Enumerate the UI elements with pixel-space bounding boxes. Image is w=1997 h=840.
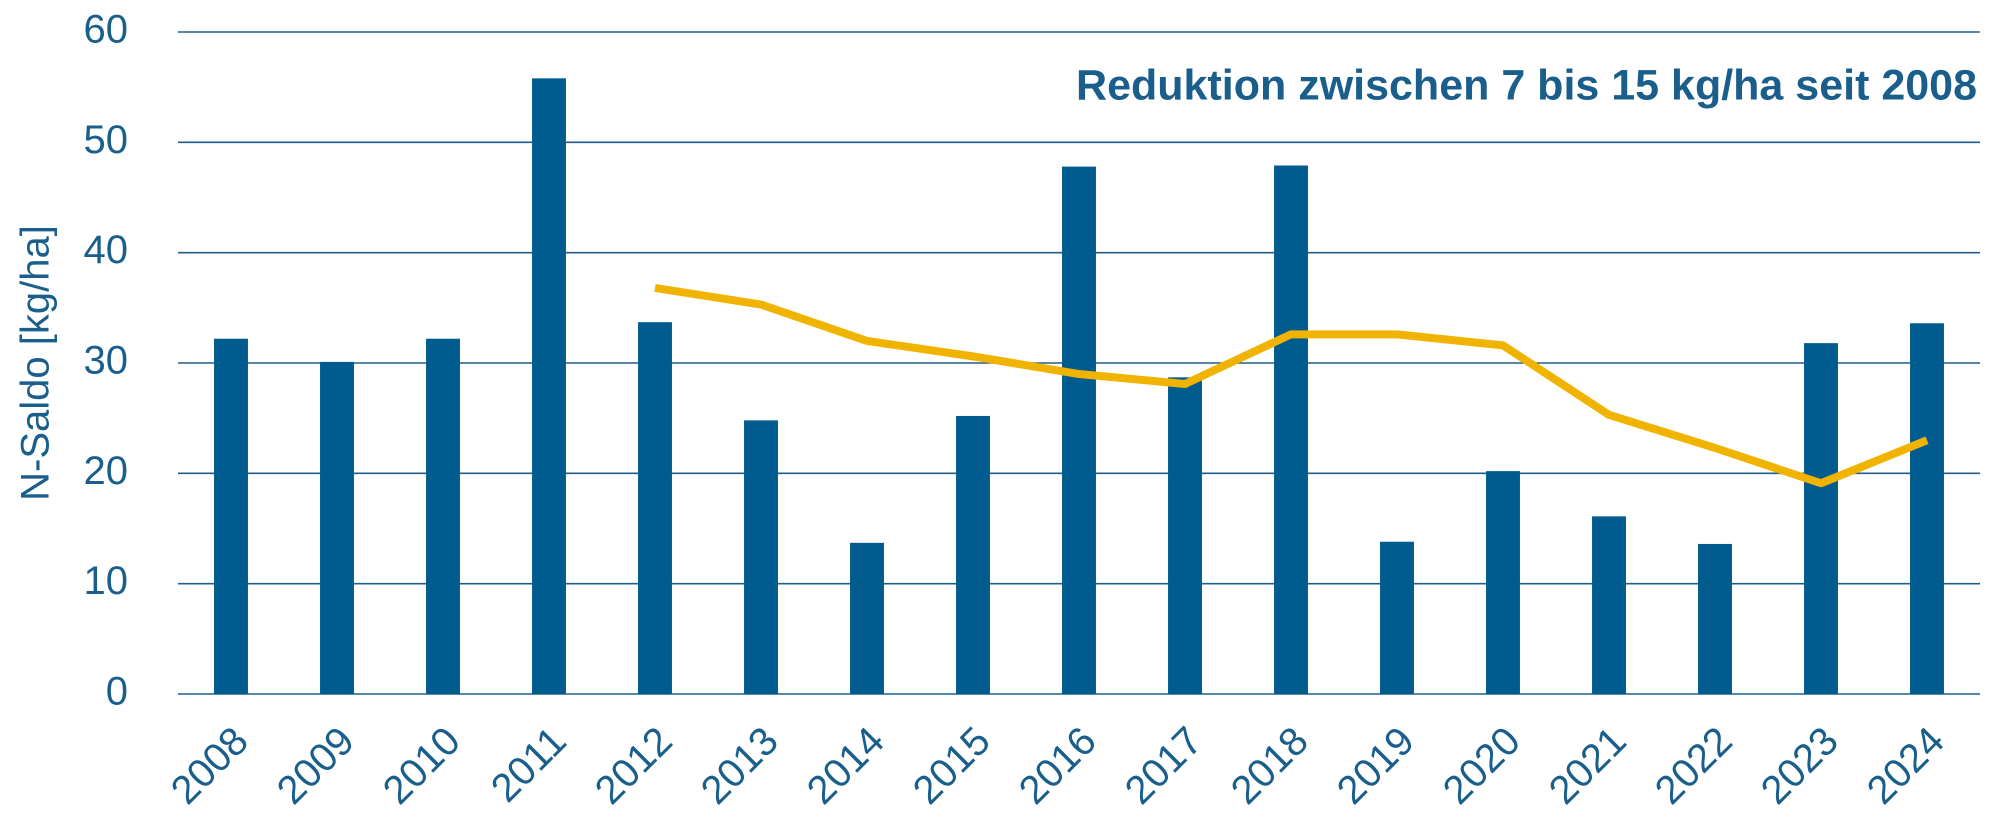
bar (1592, 516, 1626, 694)
x-tick-label: 2022 (1647, 719, 1741, 813)
bar (532, 78, 566, 695)
x-tick-label: 2012 (587, 719, 681, 813)
x-tick-label: 2008 (163, 719, 257, 813)
bar (744, 420, 778, 694)
x-tick-label: 2011 (483, 719, 575, 811)
x-tick-label: 2024 (1859, 719, 1953, 813)
bar (1698, 543, 1732, 694)
x-tick-label: 2013 (693, 719, 787, 813)
x-tick-label: 2016 (1011, 719, 1105, 813)
bar (956, 415, 990, 694)
bar (1062, 166, 1096, 694)
bar (1910, 323, 1944, 694)
y-axis-label: N-Saldo [kg/ha] (14, 225, 58, 501)
bar (426, 338, 460, 694)
bar (1380, 541, 1414, 694)
bar (214, 338, 248, 694)
y-tick-label: 10 (84, 559, 129, 603)
bar (1274, 165, 1308, 695)
x-tick-label: 2019 (1329, 719, 1423, 813)
x-tick-label: 2017 (1117, 719, 1211, 813)
x-tick-label: 2021 (1541, 719, 1635, 813)
bar (320, 361, 354, 694)
trend-line (654, 284, 1929, 488)
bar (1486, 471, 1520, 694)
x-tick-label: 2014 (799, 719, 893, 813)
x-tick-label: 2010 (375, 719, 469, 813)
x-tick-label: 2018 (1223, 719, 1317, 813)
bar (638, 322, 672, 694)
y-tick-label: 30 (84, 339, 129, 383)
y-tick-label: 40 (84, 228, 129, 272)
bar (1804, 343, 1838, 694)
x-tick-label: 2023 (1753, 719, 1847, 813)
y-tick-label: 0 (106, 670, 128, 714)
x-tick-label: 2015 (905, 719, 999, 813)
x-tick-label: 2009 (269, 719, 363, 813)
bar (1168, 377, 1202, 694)
annotation: Reduktion zwischen 7 bis 15 kg/ha seit 2… (1076, 61, 1977, 109)
y-tick-label: 60 (84, 8, 129, 52)
x-tick-label: 2020 (1435, 719, 1529, 813)
y-tick-label: 50 (84, 118, 129, 162)
y-tick-label: 20 (84, 449, 129, 493)
bar (850, 542, 884, 694)
